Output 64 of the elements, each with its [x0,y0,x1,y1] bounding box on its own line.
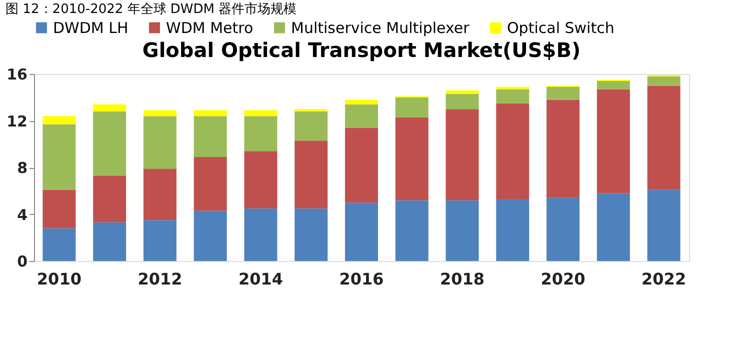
bar [647,190,680,261]
bar [93,104,126,112]
bar [194,156,227,211]
bar [496,103,530,200]
bar [143,110,176,116]
bar [596,81,630,90]
bar [244,110,278,116]
bar [395,97,428,118]
x-tick-label: 2016 [339,270,384,288]
bar [194,210,227,261]
bar [395,200,428,261]
bar [42,190,76,228]
bar [294,140,328,208]
bar [345,128,378,203]
x-tick-label: 2018 [440,270,485,288]
bar [194,116,227,157]
bar [345,100,378,104]
bar [143,220,176,261]
bar [93,176,126,222]
bar [42,228,76,261]
bar [496,89,530,104]
y-tick-label: 4 [17,206,28,224]
y-tick-label: 8 [17,159,28,177]
x-tick-label: 2012 [138,270,182,288]
bar [143,168,176,220]
bar [244,151,278,208]
bar [42,124,76,190]
chart-title: 图 12：2010-2022 年全球 DWDM 器件市场规模 [6,2,297,17]
bar [395,117,428,200]
y-tick-label: 16 [6,66,28,84]
x-tick-label: 2014 [238,270,283,288]
bar [446,109,479,200]
bar [93,222,126,261]
bar [143,116,176,169]
bar [244,208,278,261]
x-tick-label: 2022 [642,270,686,288]
bar [42,116,76,124]
bar [647,86,680,190]
legend-label: Multiservice Multiplexer [291,18,470,37]
bar [446,200,479,261]
legend-label: WDM Metro [166,18,254,37]
x-tick-label: 2010 [36,270,82,288]
bar [194,110,227,116]
bar [93,111,126,176]
chart-subtitle: Global Optical Transport Market(US$B) [142,38,581,62]
bar [546,86,580,100]
bar [244,116,278,152]
legend-label: DWDM LH [53,18,128,37]
bar [596,193,630,261]
y-tick-label: 12 [6,112,28,130]
bar [345,104,378,128]
y-tick-label: 0 [17,252,28,270]
bar [446,94,479,110]
bar [596,89,630,194]
bar [345,202,378,261]
bar [294,208,328,261]
bar [546,198,580,261]
bar [496,199,530,261]
bar [546,100,580,198]
x-tick-label: 2020 [540,270,586,288]
legend-label: Optical Switch [507,18,614,37]
bar [446,90,479,94]
bar [294,111,328,141]
bar [647,76,680,86]
